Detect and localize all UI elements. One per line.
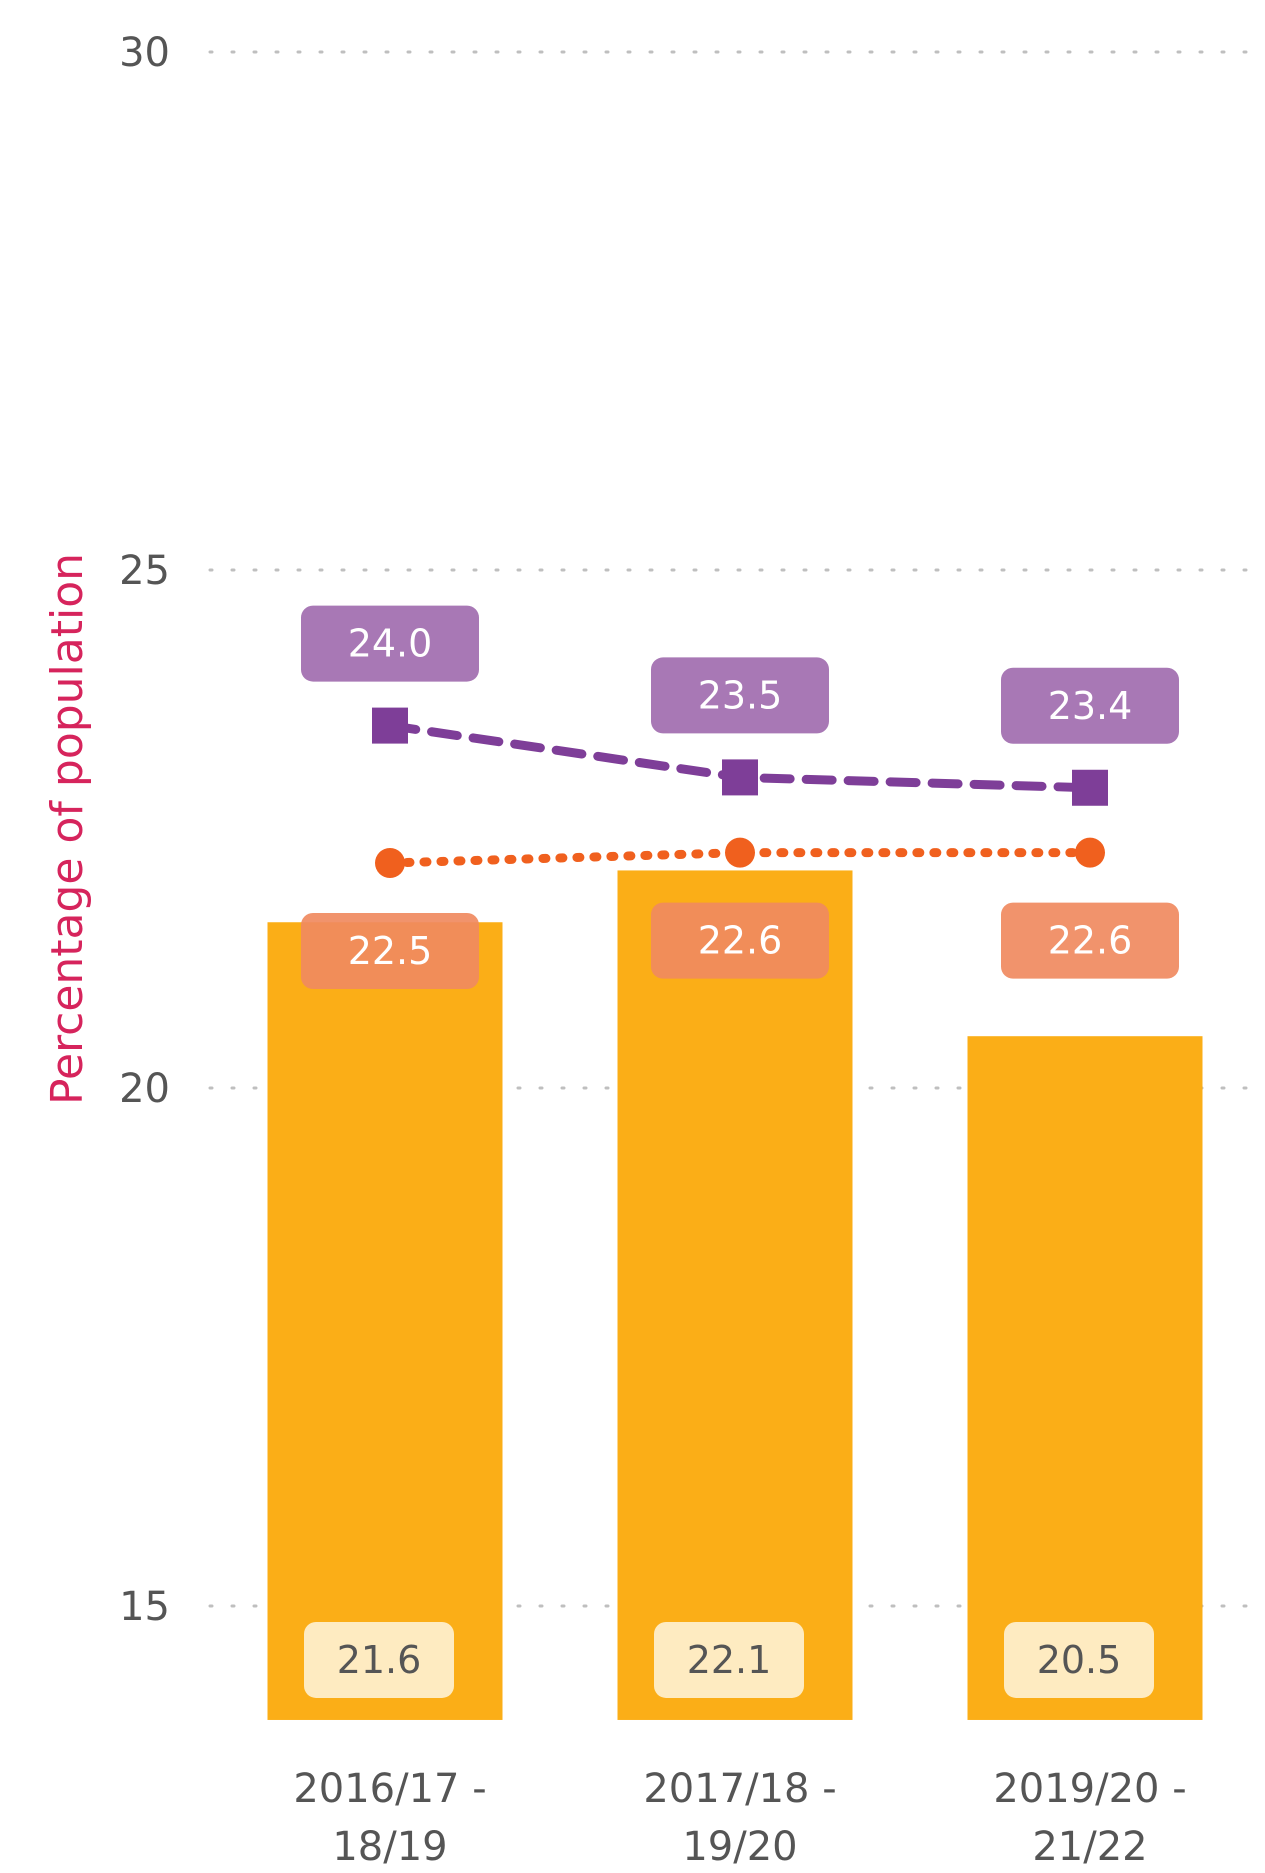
circle-data-label: 22.6 bbox=[651, 902, 829, 979]
circle-data-label-bg bbox=[301, 913, 479, 989]
y-tick-label: 15 bbox=[119, 1584, 170, 1630]
bar-data-label-bg bbox=[1004, 1621, 1154, 1698]
bar-data-label: 21.6 bbox=[304, 1621, 454, 1698]
square-data-label: 24.0 bbox=[301, 605, 479, 682]
line-point-square bbox=[1072, 769, 1108, 806]
circle-data-label-bg bbox=[1001, 902, 1179, 979]
line-point-circle bbox=[1075, 837, 1105, 868]
bar-data-label-text: 22.1 bbox=[687, 1638, 772, 1682]
x-category-label-line: 21/22 bbox=[1032, 1824, 1147, 1870]
x-category-label-line: 18/19 bbox=[332, 1824, 447, 1870]
y-tick-label: 30 bbox=[119, 30, 170, 76]
bar bbox=[967, 1036, 1203, 1720]
bar bbox=[267, 922, 503, 1720]
square-data-label-bg bbox=[301, 605, 479, 682]
circle-data-label-text: 22.6 bbox=[1048, 919, 1133, 963]
bar-data-label-text: 21.6 bbox=[337, 1638, 422, 1682]
x-category-label: 2017/18 - 19/20 bbox=[643, 1766, 836, 1870]
x-category-label: 2019/20 - 21/22 bbox=[993, 1766, 1186, 1870]
y-axis-title: Percentage of population bbox=[42, 553, 93, 1105]
bar-data-label: 20.5 bbox=[1004, 1621, 1154, 1698]
circle-data-label: 22.6 bbox=[1001, 902, 1179, 979]
bar bbox=[617, 870, 853, 1720]
line-point-square bbox=[722, 759, 758, 796]
x-category-label: 2016/17 - 18/19 bbox=[293, 1766, 486, 1870]
line-point-square bbox=[372, 707, 408, 744]
square-data-label-text: 24.0 bbox=[348, 622, 433, 666]
square-data-label-text: 23.5 bbox=[698, 673, 783, 717]
bar-data-label-text: 20.5 bbox=[1037, 1638, 1122, 1682]
square-data-label: 23.5 bbox=[651, 657, 829, 734]
bar-data-label-bg bbox=[304, 1621, 454, 1698]
square-data-label-bg bbox=[651, 657, 829, 734]
square-data-label: 23.4 bbox=[1001, 667, 1179, 744]
circle-data-label-text: 22.6 bbox=[698, 919, 783, 963]
circle-data-label-text: 22.5 bbox=[348, 929, 433, 973]
bar-data-label: 22.1 bbox=[654, 1621, 804, 1698]
square-data-label-text: 23.4 bbox=[1048, 684, 1133, 728]
y-tick-label: 20 bbox=[119, 1066, 170, 1112]
square-data-label-bg bbox=[1001, 667, 1179, 744]
bar-data-label-bg bbox=[654, 1621, 804, 1698]
circle-data-label: 22.5 bbox=[301, 913, 479, 989]
y-tick-label: 25 bbox=[119, 548, 170, 594]
line-point-circle bbox=[375, 848, 405, 878]
circle-data-label-bg bbox=[651, 902, 829, 979]
line-series-circle bbox=[385, 848, 1095, 868]
x-category-label-line: 2016/17 - bbox=[293, 1766, 486, 1812]
x-category-label-line: 2019/20 - bbox=[993, 1766, 1186, 1812]
line-point-circle bbox=[725, 837, 755, 868]
x-category-label-line: 2017/18 - bbox=[643, 1766, 836, 1812]
x-category-label-line: 19/20 bbox=[682, 1824, 797, 1870]
